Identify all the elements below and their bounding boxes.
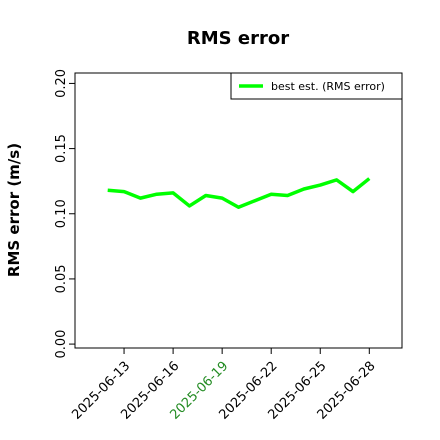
y-axis-label: RMS error (m/s) bbox=[5, 143, 23, 277]
data-line bbox=[107, 177, 371, 209]
y-tick-label: 0.00 bbox=[54, 330, 69, 359]
y-tick-label: 0.10 bbox=[54, 199, 69, 228]
legend-label: best est. (RMS error) bbox=[271, 80, 385, 93]
y-tick-label: 0.05 bbox=[54, 264, 69, 293]
y-tick-label: 0.20 bbox=[54, 69, 69, 98]
chart-title: RMS error bbox=[187, 28, 289, 49]
plot-frame bbox=[74, 72, 403, 349]
y-tick-label: 0.15 bbox=[54, 134, 69, 163]
